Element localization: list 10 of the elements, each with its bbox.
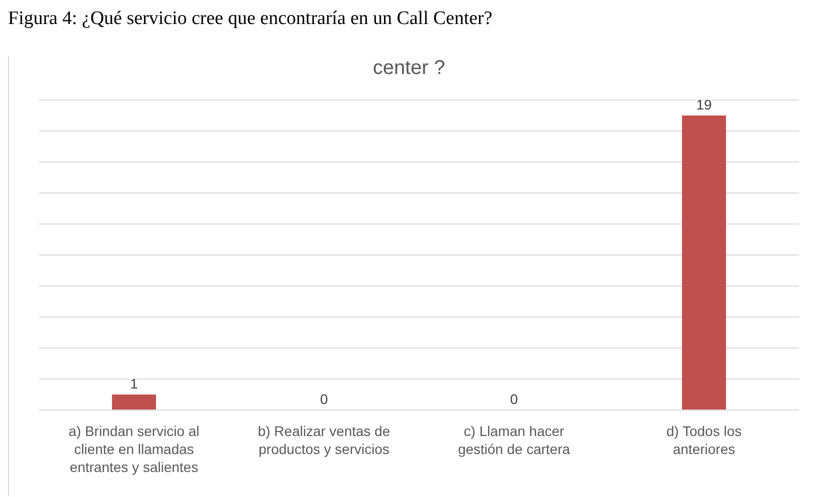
chart-subtitle: center ? — [372, 56, 446, 80]
x-tick-label: d) Todos los anteriores — [666, 423, 742, 457]
chart-title: Figura 4: ¿Qué servicio cree que encontraría en un Call Center? — [8, 8, 494, 31]
data-label: 19 — [696, 96, 712, 112]
x-tick-label: c) Llaman hacer gestión de cartera — [458, 423, 570, 457]
x-tick-label: a) Brindan servicio al cliente en llamadas entrantes y salientes — [68, 423, 200, 475]
data-label: 1 — [130, 376, 138, 392]
x-tick-label: b) Realizar ventas de productos y servicios — [258, 423, 390, 457]
data-label: 0 — [320, 391, 328, 407]
data-label: 0 — [510, 391, 518, 407]
